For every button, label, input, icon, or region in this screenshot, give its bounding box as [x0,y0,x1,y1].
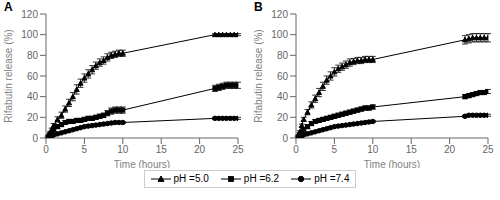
svg-text:40: 40 [27,91,39,102]
html-text:pH =7.4: pH =7.4 [314,173,350,184]
html-text:A: A [4,0,13,14]
svg-text:100: 100 [21,29,38,40]
svg-text:100: 100 [271,29,288,40]
svg-text:20: 20 [27,112,39,123]
svg-text:Rifabutin release (%): Rifabutin release (%) [253,29,264,122]
html-text:pH =6.2: pH =6.2 [243,173,280,184]
svg-text:120: 120 [271,9,288,20]
html-text:pH =5.0: pH =5.0 [173,173,209,184]
svg-text:20: 20 [194,144,206,155]
svg-text:25: 25 [232,144,244,155]
svg-text:5: 5 [332,144,338,155]
svg-text:0: 0 [43,144,49,155]
svg-text:10: 10 [117,144,129,155]
svg-text:20: 20 [277,112,289,123]
svg-text:0: 0 [293,144,299,155]
svg-text:80: 80 [27,50,39,61]
svg-text:Time (hours): Time (hours) [114,159,170,168]
svg-text:80: 80 [277,50,289,61]
svg-text:15: 15 [156,144,168,155]
svg-text:0: 0 [282,133,288,144]
svg-text:40: 40 [277,91,289,102]
svg-text:5: 5 [82,144,88,155]
svg-text:120: 120 [21,9,38,20]
svg-text:20: 20 [444,144,456,155]
svg-text:15: 15 [406,144,418,155]
svg-text:Rifabutin release (%): Rifabutin release (%) [8,29,14,122]
svg-text:25: 25 [482,144,492,155]
svg-text:60: 60 [27,71,39,82]
svg-text:60: 60 [277,71,289,82]
svg-text:0: 0 [32,133,38,144]
html-text:B: B [254,0,263,14]
svg-text:Time (hours): Time (hours) [364,159,420,168]
svg-text:10: 10 [367,144,379,155]
